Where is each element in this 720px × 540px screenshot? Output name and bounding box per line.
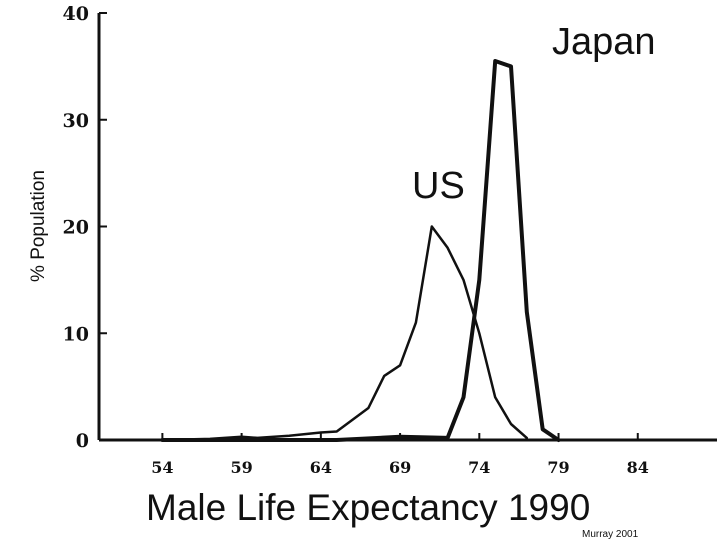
series-line-us — [161, 225, 529, 442]
x-tick-label: 79 — [547, 458, 569, 477]
y-tick-label: 40 — [63, 3, 89, 25]
x-axis-ticks: 54 59 64 69 74 79 84 — [151, 433, 649, 477]
y-tick-label: 10 — [63, 323, 89, 345]
x-tick-label: 84 — [627, 458, 649, 477]
y-axis-label: % Population — [28, 170, 49, 282]
credit-text: Murray 2001 — [582, 529, 639, 540]
series-lines — [160, 59, 561, 442]
x-tick-label: 74 — [468, 458, 490, 477]
y-tick-label: 20 — [63, 217, 89, 239]
series-label-japan: Japan — [552, 21, 656, 63]
x-tick-label: 64 — [310, 458, 332, 477]
y-tick-label: 0 — [76, 430, 89, 452]
series-line-japan — [160, 59, 561, 442]
y-tick-label: 30 — [63, 110, 89, 132]
x-tick-label: 69 — [389, 458, 411, 477]
axes — [97, 13, 717, 442]
x-tick-label: 54 — [151, 458, 173, 477]
y-axis-ticks: 0 10 20 30 40 — [63, 3, 107, 452]
chart-title: Male Life Expectancy 1990 — [146, 487, 590, 528]
x-tick-label: 59 — [230, 458, 252, 477]
series-label-us: US — [412, 165, 465, 207]
